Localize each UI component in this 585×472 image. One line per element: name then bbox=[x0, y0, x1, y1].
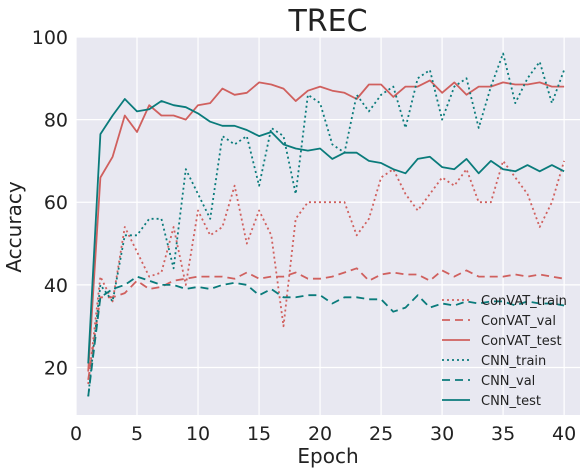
y-tick-label: 60 bbox=[44, 192, 68, 214]
series-line-cnn-train bbox=[87, 52, 565, 397]
legend-label: CNN_train bbox=[481, 354, 546, 369]
chart-title: TREC bbox=[287, 4, 367, 39]
series-line-convat-val bbox=[87, 267, 565, 381]
x-tick-label: 0 bbox=[70, 423, 82, 445]
legend: ConVAT_train ConVAT_val ConVAT_test CNN_tra… bbox=[442, 294, 567, 409]
x-tick-label: 5 bbox=[131, 423, 143, 445]
series-line-convat-test bbox=[87, 79, 565, 372]
x-tick-label: 30 bbox=[430, 423, 454, 445]
x-ticks: 0 5 10 15 20 25 30 35 40 bbox=[70, 423, 576, 445]
x-tick-label: 35 bbox=[491, 423, 515, 445]
y-tick-label: 100 bbox=[32, 27, 68, 49]
x-tick-label: 20 bbox=[308, 423, 332, 445]
grid bbox=[75, 36, 580, 415]
series-line-cnn-test bbox=[87, 98, 565, 364]
y-ticks: 20 40 60 80 100 bbox=[32, 27, 68, 379]
y-tick-label: 40 bbox=[44, 275, 68, 297]
legend-label: CNN_val bbox=[481, 374, 535, 389]
x-tick-label: 15 bbox=[247, 423, 271, 445]
x-tick-label: 40 bbox=[552, 423, 576, 445]
x-tick-label: 25 bbox=[369, 423, 393, 445]
series-line-cnn-val bbox=[87, 275, 565, 397]
series-lines bbox=[87, 52, 565, 397]
y-tick-label: 20 bbox=[44, 357, 68, 379]
y-tick-label: 80 bbox=[44, 110, 68, 132]
legend-label: ConVAT_train bbox=[481, 294, 567, 309]
x-tick-label: 10 bbox=[186, 423, 210, 445]
legend-label: ConVAT_test bbox=[481, 334, 562, 349]
legend-label: CNN_test bbox=[481, 394, 541, 409]
legend-label: ConVAT_val bbox=[481, 314, 556, 329]
x-axis-label: Epoch bbox=[297, 444, 358, 468]
plot-background bbox=[76, 37, 580, 415]
y-axis-label: Accuracy bbox=[2, 181, 26, 272]
